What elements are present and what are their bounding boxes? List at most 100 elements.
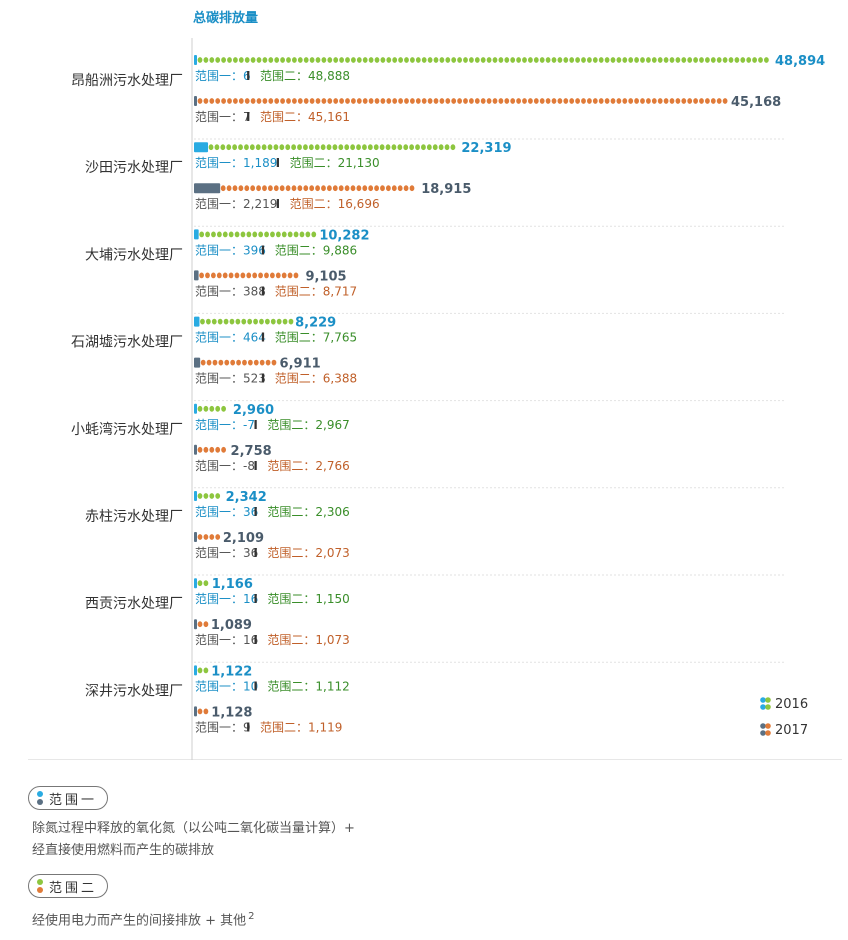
legend-swatch-a [760,697,766,703]
total-value-label: 10,282 [319,228,369,243]
legend-swatch-a [760,723,766,729]
total-value-label: 45,168 [731,95,781,110]
scope2-value-label: 范围二：1,119 [260,720,342,734]
total-value-label: 1,166 [212,577,253,592]
scope2-value-label: 范围二：8,717 [275,284,357,298]
scope2-bar [197,708,209,715]
scope1-bar [194,403,197,414]
scope-separator: I [253,459,257,473]
scope2-pill: 范围二 [28,874,109,898]
scope1-value-label: 范围一：-8 [195,459,255,473]
legend-swatch-d [765,704,771,710]
total-value-label: 18,915 [421,182,471,197]
category-label: 石湖墟污水处理厂 [71,335,183,351]
category-label: 赤柱污水处理厂 [85,509,183,525]
scope1-value-label: 范围一：16 [195,592,258,606]
scope2-bar [197,667,209,674]
scope-separator: I [261,284,265,298]
total-value-label: 2,109 [223,531,264,546]
scope-separator: I [253,592,257,606]
total-value-label: 2,342 [226,490,267,505]
scope2-bar [200,359,277,366]
scope1-note: 范围一 除氮过程中释放的氧化氮（以公吨二氧化碳当量计算）+ 经直接使用燃料而产生… [28,786,355,862]
scope1-title: 范围一 [49,792,98,808]
scope1-value-label: 范围一：523 [195,372,266,386]
scope1-bar [194,96,197,106]
scope1-bar [194,55,197,65]
scope-separator: I [253,633,257,647]
scope2-value-label: 范围二：1,150 [267,592,349,606]
category-label: 昂船洲污水处理厂 [71,73,183,89]
scope2-bar [220,185,415,192]
scope-separator: I [253,679,257,693]
legend-swatch-b [765,723,771,729]
scope2-bar [200,318,294,325]
scope1-bar [194,706,197,717]
scope1-value-label: 范围一：464 [195,331,266,345]
scope-separator: I [253,546,257,560]
scope1-bar [194,229,199,240]
scope1-desc-line2: 经直接使用燃料而产生的碳排放 [32,843,215,858]
scope2-value-label: 范围二：1,073 [267,633,349,647]
scope1-bar [194,532,197,542]
category-label: 深井污水处理厂 [85,683,183,699]
scope2-bar [197,580,209,587]
scope2-bar [197,534,221,540]
total-value-label: 22,319 [461,141,511,156]
scope2-value-label: 范围二：16,696 [290,197,380,211]
scope2-value-label: 范围二：48,888 [260,69,350,83]
category-label: 小蚝湾污水处理厂 [71,421,183,438]
scope2-value-label: 范围二：21,130 [290,156,380,170]
scope-separator: I [246,720,250,734]
scope1-bar [194,619,197,630]
scope-separator: I [261,243,265,257]
total-value-label: 2,758 [231,444,272,459]
scope1-desc-line1: 除氮过程中释放的氧化氮（以公吨二氧化碳当量计算）+ [32,821,355,836]
scope2-value-label: 范围二：6,388 [275,372,357,386]
scope1-value-label: 范围一：9 [195,720,251,734]
scope2-value-label: 范围二：2,073 [267,546,349,560]
scope-separator: I [261,331,265,345]
scope1-bar [194,491,197,501]
scope1-value-label: 范围一：6 [195,69,251,83]
scope1-value-label: 范围一：10 [195,679,258,693]
scope2-bar [197,405,226,412]
scope-separator: I [261,372,265,386]
scope1-value-label: 范围一：396 [195,243,266,257]
scope2-bar [199,231,317,238]
total-value-label: 6,911 [280,357,321,372]
scope1-bar [194,142,209,153]
scope1-bar [194,444,197,455]
scope1-bar [194,357,201,368]
scope2-value-label: 范围二：2,306 [267,505,349,519]
category-label: 大埔污水处理厂 [85,247,183,263]
total-value-label: 1,089 [211,618,252,633]
scope1-value-label: 范围一：16 [195,633,258,647]
total-value-label: 9,105 [305,269,346,284]
chart-title: 总碳排放量 [193,10,258,26]
scope1-bar [194,665,197,676]
scope-separator: I [246,69,250,83]
scope2-bar [197,446,226,453]
scope2-value-label: 范围二：1,112 [267,679,349,693]
scope2-bar [208,144,456,151]
legend-swatch-d [765,730,771,736]
scope2-drops-icon [37,879,43,893]
scope1-value-label: 范围一：1,189 [195,156,277,170]
total-value-label: 1,128 [211,705,252,720]
legend-swatch-c [760,704,766,710]
scope2-bar [197,57,769,63]
legend-label: 2016 [775,697,808,712]
scope2-desc: 经使用电力而产生的间接排放 + 其他 [32,913,247,929]
scope1-bar [194,316,200,327]
scope1-value-label: 范围一：2,219 [195,197,277,211]
scope1-value-label: 范围一：-7 [195,418,255,432]
scope2-value-label: 范围二：2,967 [267,418,349,432]
category-label: 西贡污水处理厂 [85,596,183,612]
scope-separator: I [253,505,257,519]
scope2-value-label: 范围二：9,886 [275,243,357,257]
scope2-bar [199,272,299,279]
scope2-bar [197,621,209,628]
scope2-bar [197,98,728,104]
